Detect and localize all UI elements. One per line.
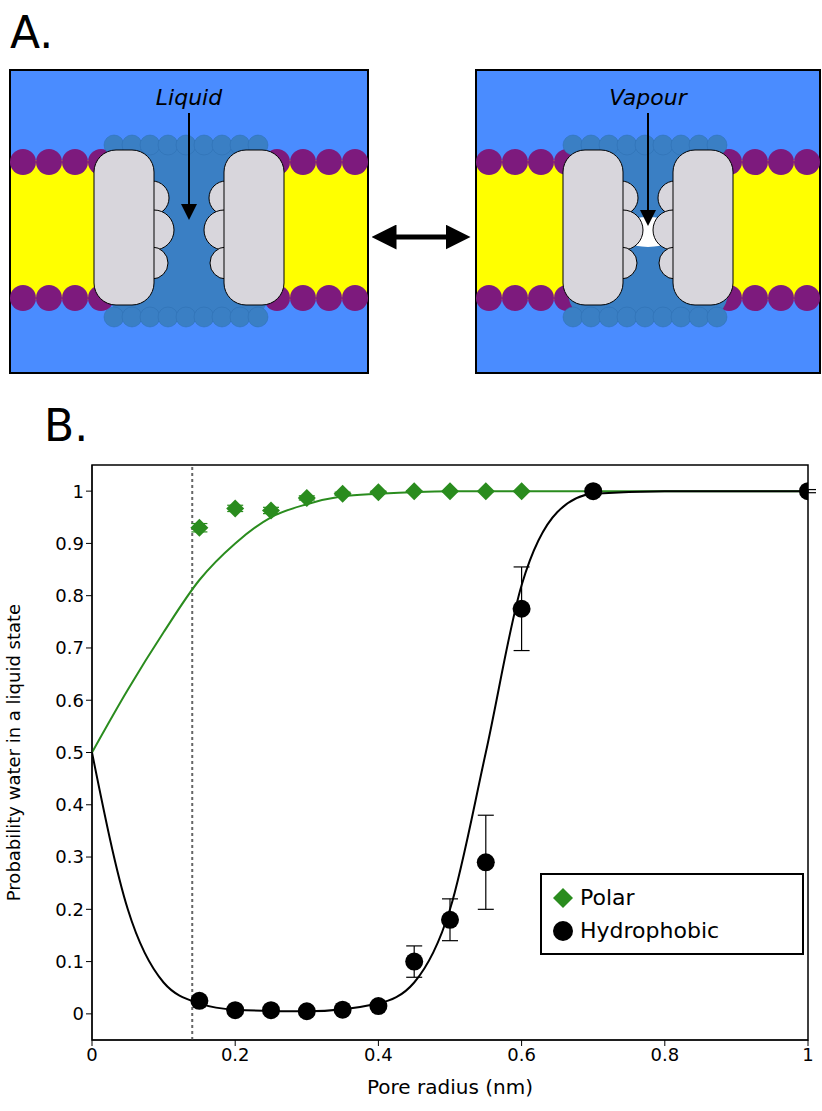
svg-text:0.5: 0.5: [55, 742, 84, 763]
svg-text:Pore radius (nm): Pore radius (nm): [367, 1075, 533, 1099]
svg-text:0.2: 0.2: [221, 1044, 250, 1065]
svg-text:0.2: 0.2: [55, 899, 84, 920]
svg-text:1: 1: [73, 481, 84, 502]
svg-text:0.9: 0.9: [55, 533, 84, 554]
svg-text:Liquid: Liquid: [156, 85, 223, 110]
svg-text:Vapour: Vapour: [609, 85, 688, 110]
svg-text:A.: A.: [10, 7, 53, 58]
html-text:Hydrophobic: Hydrophobic: [580, 918, 720, 943]
svg-text:Probability water in a liquid: Probability water in a liquid state: [3, 604, 24, 901]
svg-text:0.8: 0.8: [650, 1044, 679, 1065]
svg-text:0.4: 0.4: [55, 794, 84, 815]
svg-text:0.4: 0.4: [364, 1044, 393, 1065]
html-text:Polar: Polar: [580, 885, 635, 910]
svg-text:0: 0: [86, 1044, 97, 1065]
svg-text:0.7: 0.7: [55, 637, 84, 658]
svg-text:0.3: 0.3: [55, 846, 84, 867]
svg-text:0.1: 0.1: [55, 951, 84, 972]
svg-text:1: 1: [802, 1044, 813, 1065]
svg-text:0.6: 0.6: [55, 690, 84, 711]
html-text:B.: B.: [44, 400, 89, 451]
svg-text:0.8: 0.8: [55, 585, 84, 606]
svg-text:0: 0: [73, 1003, 84, 1024]
svg-text:0.6: 0.6: [507, 1044, 536, 1065]
